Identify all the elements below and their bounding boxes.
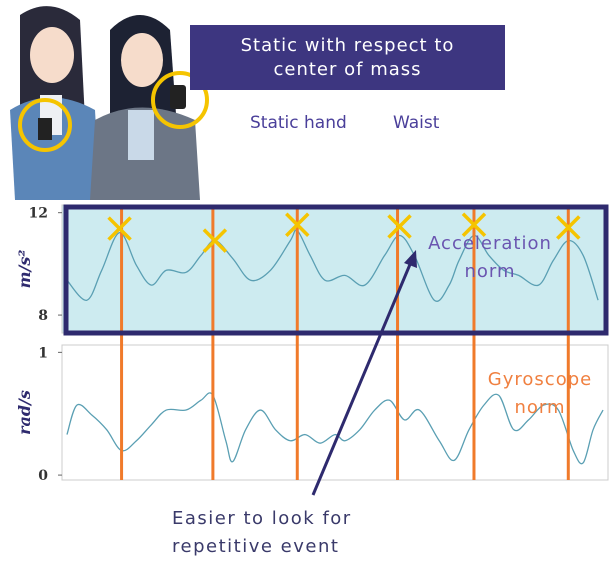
peak-marker [202,228,228,253]
y-axis-label: m/s² [15,250,34,289]
peak-marker [461,212,487,237]
highlight-frame [63,204,609,336]
charts: 8 12 m/s² 0 1 rad/s [15,204,609,484]
y-tick-label: 1 [38,345,48,361]
peak-marker [107,216,132,241]
y-tick-label: 12 [29,206,48,222]
y-tick-label: 0 [38,468,48,484]
peak-marker [556,215,581,240]
chart-note: Acceleration norm [428,233,552,282]
y-axis-label: rad/s [15,390,34,435]
y-tick-label: 8 [38,308,48,324]
peak-marker [387,214,412,239]
title-box: Static with respect to center of mass [190,25,505,90]
peak-marker [285,212,310,237]
chart-note: Gyroscope norm [487,369,593,418]
label: Static hand [250,113,347,133]
data-line [66,392,604,465]
illustration [10,6,209,200]
annotation-arrow [311,250,417,496]
label: Waist [393,113,440,133]
data-line [66,229,599,302]
annotation: Easier to look for repetitive event [172,508,352,557]
plot-area [61,344,609,481]
